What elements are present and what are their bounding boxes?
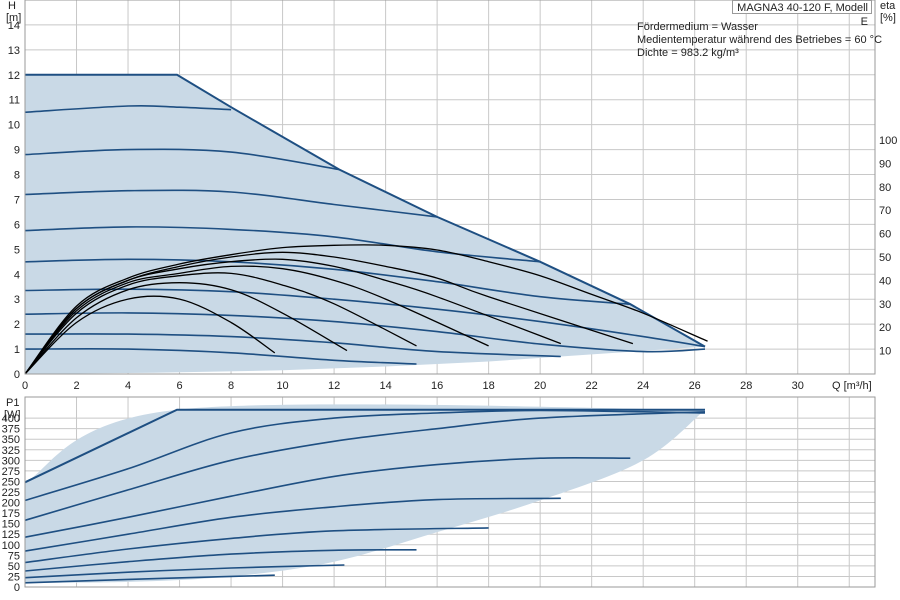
head-curve-2 [24,148,340,171]
q-tick-label-1: 2 [73,380,79,392]
fluid-info: Fördermedium = Wasser Medientemperatur w… [637,21,882,60]
p1-tick-label-12: 300 [2,455,20,467]
power-curve-0 [24,408,705,484]
efficiency-curve-5 [24,251,634,375]
eta-tick-label-0: 10 [879,346,891,358]
efficiency-curve-6 [24,244,708,375]
p1-tick-label-5: 125 [2,529,20,541]
p1-tick-label-2: 50 [8,561,20,573]
q-tick-label-13: 26 [689,380,701,392]
eta-tick-label-2: 30 [879,299,891,311]
h-tick-label-14: 14 [8,20,20,32]
q-tick-label-7: 14 [379,380,391,392]
power-envelope-area [25,404,705,583]
efficiency-curve-0 [24,295,276,375]
p1-axis-label: P1 [6,397,19,409]
q-tick-label-4: 8 [228,380,234,392]
h-tick-label-3: 3 [14,294,20,306]
q-tick-label-2: 4 [125,380,131,392]
efficiency-curve-1 [24,282,348,375]
eta-axis-unit: [%] [880,12,896,24]
eta-axis-label: eta [880,0,896,12]
model-label: MAGNA3 40-120 F, Modell E [732,0,872,28]
fluid-temperature-text: Medientemperatur während des Betriebes =… [637,34,883,46]
h-tick-label-5: 5 [14,244,20,256]
power-curve-8 [24,574,275,584]
efficiency-curve-3 [24,265,489,375]
h-axis-label: H [8,0,16,12]
h-tick-label-6: 6 [14,219,20,231]
eta-tick-label-7: 80 [879,182,891,194]
head-curve-8 [24,333,561,358]
h-tick-label-0: 0 [14,369,20,381]
q-tick-label-0: 0 [22,380,28,392]
p1-tick-label-4: 100 [2,540,20,552]
q-tick-label-14: 28 [740,380,752,392]
q-tick-label-8: 16 [431,380,443,392]
q-tick-label-12: 24 [637,380,649,392]
eta-tick-label-3: 40 [879,275,891,287]
h-tick-label-1: 1 [14,344,20,356]
power-curve-4 [24,497,561,552]
head-curve-9 [24,347,417,365]
head-curve-0 [25,73,706,348]
efficiency-curve-2 [24,272,417,375]
h-tick-label-12: 12 [8,70,20,82]
q-tick-label-3: 6 [176,380,182,392]
p1-tick-label-11: 275 [2,466,20,478]
p1-tick-label-13: 325 [2,445,20,457]
p1-tick-label-14: 350 [2,434,20,446]
power-curve-6 [24,549,417,572]
top-plot-frame [24,0,876,375]
p1-axis-unit: [W] [4,409,21,421]
h-tick-label-10: 10 [8,120,20,132]
h-tick-label-4: 4 [14,269,20,281]
head-curve-1 [24,104,232,113]
p1-tick-label-0: 0 [14,582,20,594]
q-axis-label: Q [m³/h] [832,380,872,392]
power-curve-3 [24,456,631,538]
head-curve-6 [24,288,706,348]
head-curve-7 [24,312,706,353]
h-tick-label-9: 9 [14,145,20,157]
h-tick-label-2: 2 [14,319,20,331]
p1-tick-label-3: 75 [8,550,20,562]
h-axis-unit: [m] [6,12,21,24]
q-tick-label-9: 18 [483,380,495,392]
power-curve-5 [24,527,489,564]
h-tick-label-7: 7 [14,194,20,206]
p1-tick-label-10: 250 [2,476,20,488]
q-tick-label-6: 12 [328,380,340,392]
h-tick-label-8: 8 [14,170,20,182]
power-curve-7 [24,564,345,579]
p1-tick-label-9: 225 [2,487,20,499]
eta-tick-label-6: 70 [879,205,891,217]
p1-tick-label-7: 175 [2,508,20,520]
p1-tick-label-16: 400 [2,413,20,425]
eta-tick-label-5: 60 [879,229,891,241]
bottom-plot-frame [24,396,876,588]
eta-tick-label-8: 90 [879,158,891,170]
p1-tick-label-1: 25 [8,571,20,583]
power-curve-2 [24,411,706,522]
q-tick-label-11: 22 [586,380,598,392]
p1-tick-label-6: 150 [2,519,20,531]
fluid-density-text: Dichte = 983.2 kg/m³ [637,47,739,59]
q-tick-label-10: 20 [534,380,546,392]
p1-tick-label-8: 200 [2,498,20,510]
eta-tick-label-4: 50 [879,252,891,264]
head-curve-5 [24,258,631,305]
eta-tick-label-9: 100 [879,135,897,147]
h-tick-label-13: 13 [8,45,20,57]
head-curve-4 [24,226,541,263]
eta-tick-label-1: 20 [879,322,891,334]
q-tick-label-5: 10 [276,380,288,392]
q-tick-label-15: 30 [792,380,804,392]
head-curve-3 [24,189,438,218]
p1-tick-label-15: 375 [2,424,20,436]
h-tick-label-11: 11 [9,95,20,107]
fluid-medium-text: Fördermedium = Wasser [637,21,758,33]
power-curve-1 [24,409,706,502]
